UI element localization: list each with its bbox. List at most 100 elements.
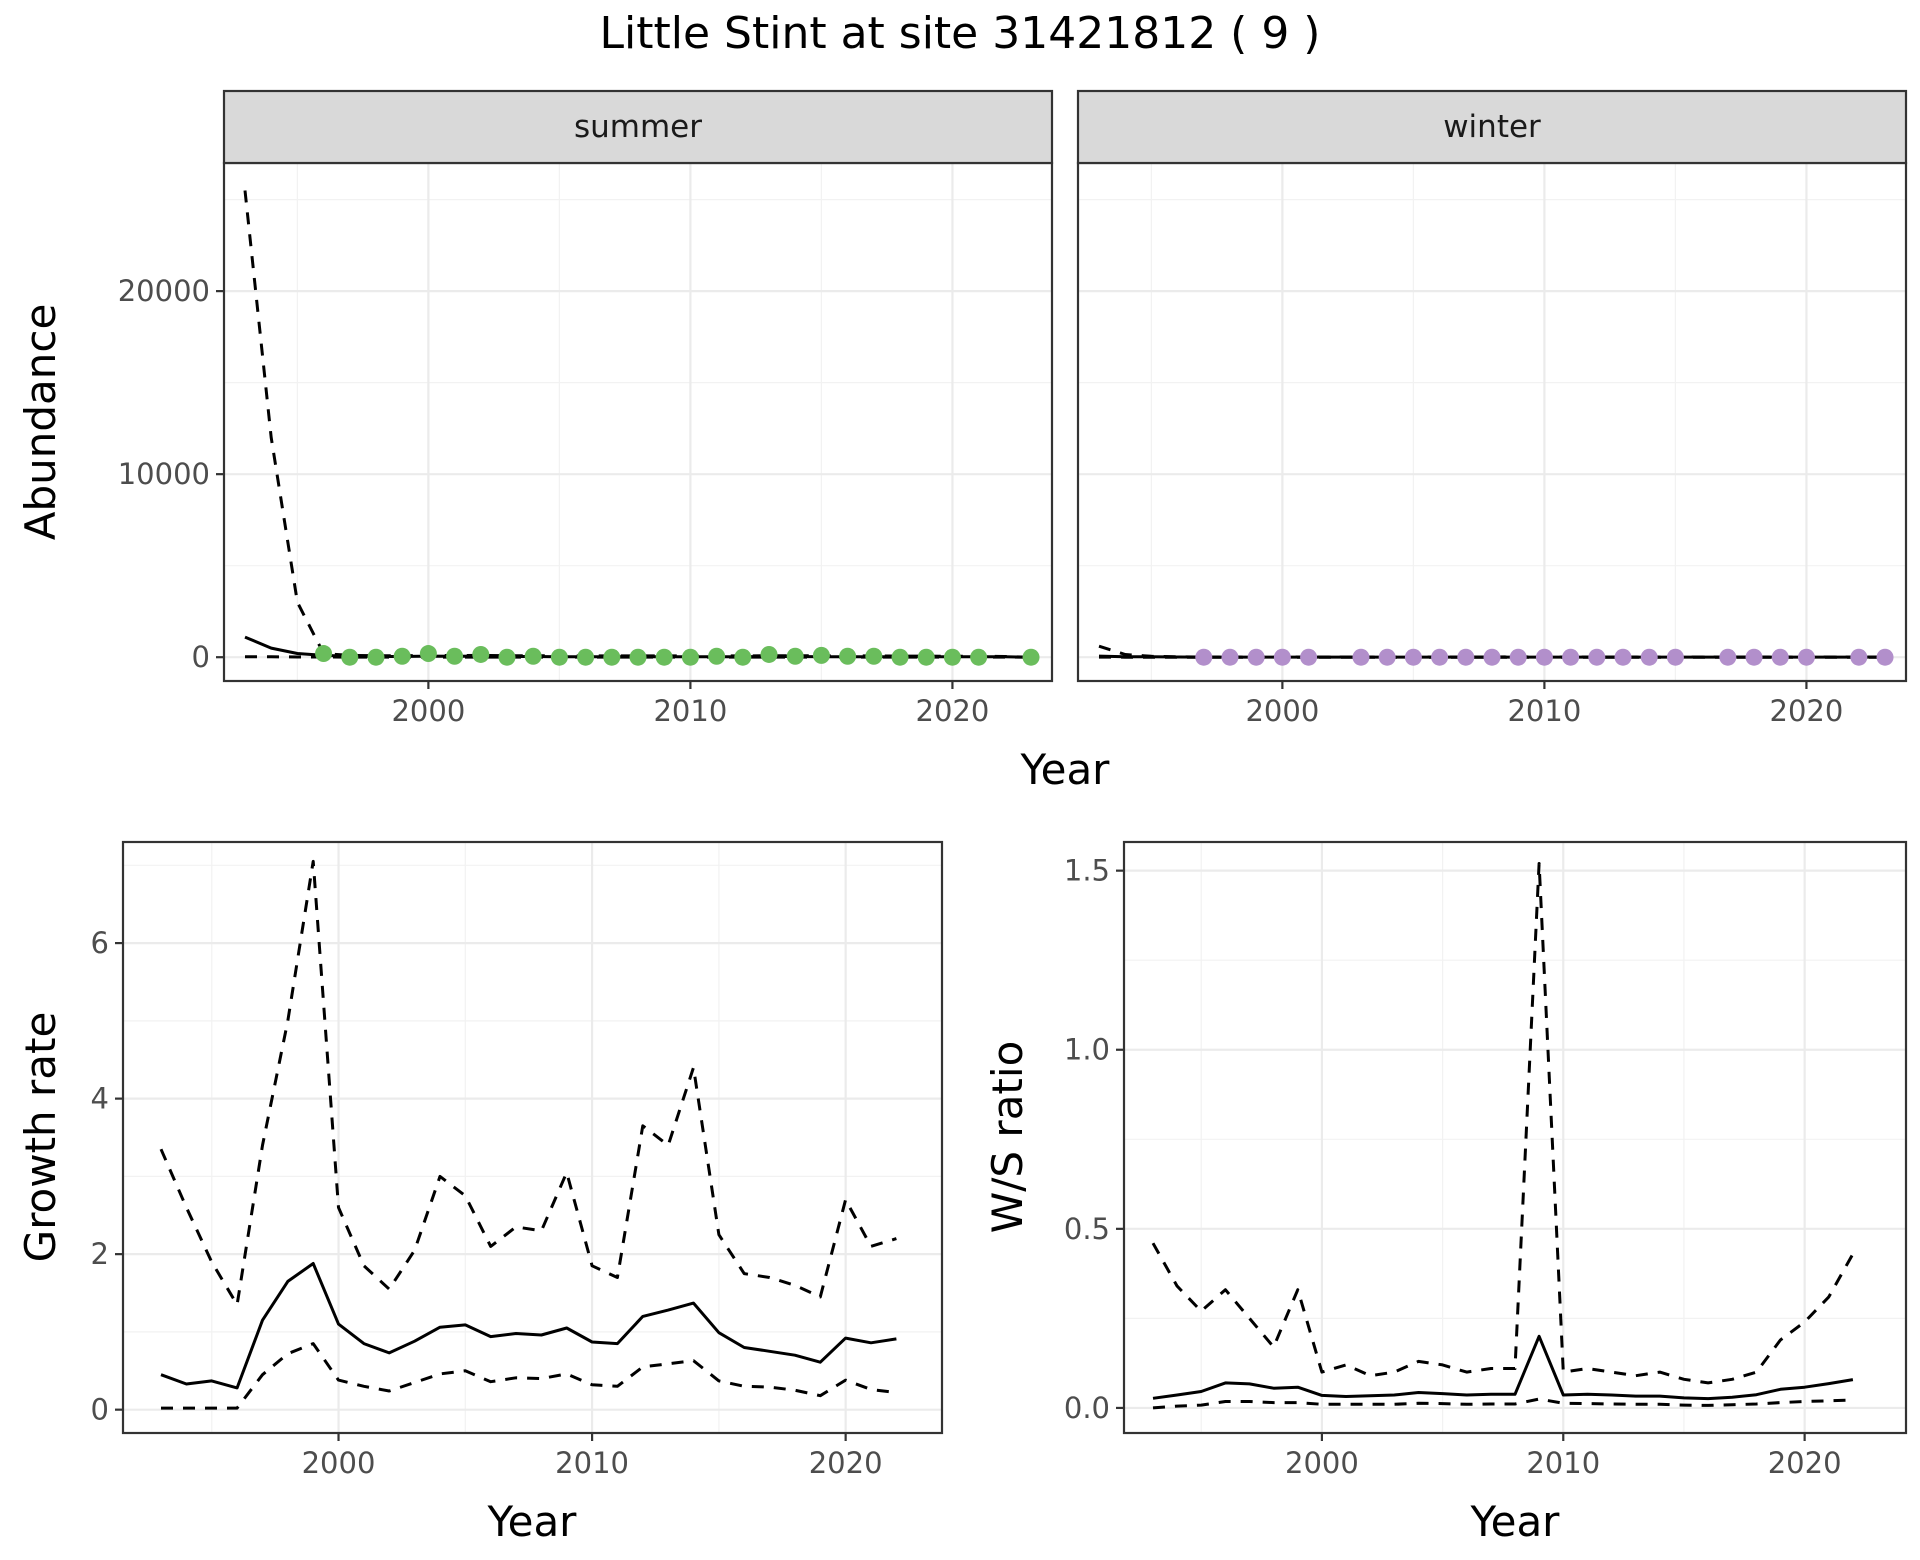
figure-title: Little Stint at site 31421812 ( 9 )	[600, 8, 1321, 59]
ws-ratio-y-tick-label: 0.5	[1064, 1212, 1110, 1246]
growth-dashed-line-1	[159, 859, 897, 1307]
abundance-summer-point	[367, 648, 385, 666]
ws-ratio-y-tick-label: 1.5	[1064, 854, 1110, 888]
abundance-summer-x-tick-label: 2020	[916, 694, 990, 728]
abundance-summer-point	[603, 648, 621, 666]
abundance-winter-point	[1352, 648, 1370, 666]
abundance-winter-point	[1588, 648, 1606, 666]
abundance-summer-strip	[222, 89, 1054, 165]
ws-ratio-dashed-line-1	[1151, 862, 1855, 1385]
growth-data	[159, 859, 897, 1410]
abundance-summer-x-tick-label: 2010	[653, 694, 727, 728]
ws-ratio-x-tick-label: 2020	[1768, 1446, 1842, 1480]
abundance-winter-point	[1378, 648, 1396, 666]
abundance-winter-strip	[1076, 89, 1908, 165]
abundance-summer-point	[629, 648, 647, 666]
abundance-y-axis-title: Abundance	[16, 304, 65, 541]
growth-solid-line-0	[160, 1262, 897, 1390]
abundance-winter-point	[1195, 648, 1213, 666]
abundance-winter-point	[1404, 648, 1422, 666]
growth-y-tick-label: 6	[91, 926, 109, 960]
abundance-summer-y-tick-label: 0	[192, 640, 210, 674]
abundance-summer-point	[734, 648, 752, 666]
abundance-winter-point	[1300, 648, 1318, 666]
abundance-winter-point	[1431, 648, 1449, 666]
abundance-summer-point	[708, 647, 726, 665]
abundance-winter-point	[1221, 648, 1239, 666]
abundance-winter-point	[1797, 648, 1815, 666]
abundance-summer-point	[341, 648, 359, 666]
growth-x-axis-title: Year	[487, 1497, 578, 1546]
abundance-summer-panel: 2000 2010 2020 0 10000 20000 summer	[118, 89, 1054, 728]
ws-ratio-dashed-line-2	[1152, 1397, 1853, 1410]
abundance-summer-point	[786, 647, 804, 665]
growth-y-tick-label: 4	[91, 1082, 109, 1116]
abundance-winter-point	[1273, 648, 1291, 666]
abundance-summer-point	[943, 648, 961, 666]
abundance-winter-point	[1483, 648, 1501, 666]
abundance-winter-point	[1562, 648, 1580, 666]
growth-x-tick-label: 2000	[302, 1446, 376, 1480]
abundance-winter-point	[1876, 648, 1894, 666]
abundance-winter-x-tick-label: 2000	[1245, 694, 1319, 728]
abundance-summer-y-tick-label: 10000	[118, 457, 210, 491]
abundance-summer-point	[891, 648, 909, 666]
abundance-summer-point	[498, 648, 516, 666]
abundance-winter-x-tick-label: 2010	[1507, 694, 1581, 728]
abundance-summer-point	[393, 647, 411, 665]
growth-y-tick-label: 0	[91, 1393, 109, 1427]
abundance-winter-point	[1509, 648, 1527, 666]
abundance-summer-point	[446, 647, 464, 665]
growth-y-axis-title: Growth rate	[16, 1012, 65, 1263]
abundance-winter-strip-label: winter	[1443, 109, 1541, 145]
ws-ratio-panel: 2000 2010 2020 0.0 0.5 1.0 1.5	[1064, 840, 1908, 1480]
ws-ratio-data	[1151, 862, 1855, 1410]
abundance-winter-point	[1457, 648, 1475, 666]
abundance-winter-x-tick-label: 2020	[1770, 694, 1844, 728]
ws-ratio-y-tick-label: 0.0	[1064, 1391, 1110, 1425]
abundance-summer-point	[681, 648, 699, 666]
ws-ratio-y-axis-title: W/S ratio	[983, 1041, 1032, 1234]
abundance-winter-point	[1640, 648, 1658, 666]
growth-y-tick-label: 2	[91, 1237, 109, 1271]
abundance-summer-point	[812, 646, 830, 664]
abundance-summer-point	[970, 648, 988, 666]
ws-ratio-x-tick-label: 2000	[1285, 1446, 1359, 1480]
abundance-winter-point	[1614, 648, 1632, 666]
abundance-summer-data	[243, 190, 1040, 666]
abundance-winter-point	[1247, 648, 1265, 666]
abundance-summer-point	[472, 645, 490, 663]
abundance-winter-point	[1719, 648, 1737, 666]
abundance-winter-data	[1098, 644, 1894, 666]
abundance-summer-point	[577, 648, 595, 666]
abundance-summer-point	[315, 645, 333, 663]
abundance-summer-strip-label: summer	[574, 109, 702, 145]
abundance-summer-point	[655, 648, 673, 666]
abundance-winter-point	[1745, 648, 1763, 666]
abundance-winter-panel: 2000 2010 2020 winter	[1076, 89, 1908, 728]
abundance-summer-point	[550, 648, 568, 666]
abundance-summer-point	[839, 647, 857, 665]
growth-panel: 2000 2010 2020 0 2 4 6	[91, 840, 944, 1480]
abundance-winter-point	[1535, 648, 1553, 666]
abundance-summer-point	[524, 647, 542, 665]
ws-ratio-border	[1122, 840, 1908, 1435]
abundance-summer-y-tick-label: 20000	[118, 274, 210, 308]
ws-ratio-y-tick-label: 1.0	[1064, 1033, 1110, 1067]
growth-border	[121, 840, 944, 1435]
growth-x-tick-label: 2010	[555, 1446, 629, 1480]
abundance-x-axis-title: Year	[1020, 745, 1111, 794]
abundance-summer-point	[419, 645, 437, 663]
abundance-summer-point	[1022, 648, 1040, 666]
abundance-winter-point	[1666, 648, 1684, 666]
growth-dashed-line-2	[161, 1342, 897, 1410]
abundance-winter-point	[1771, 648, 1789, 666]
abundance-summer-point	[865, 647, 883, 665]
abundance-winter-point	[1850, 648, 1868, 666]
ws-ratio-x-axis-title: Year	[1470, 1497, 1561, 1546]
ws-ratio-solid-line-0	[1152, 1334, 1854, 1401]
abundance-summer-x-tick-label: 2000	[391, 694, 465, 728]
